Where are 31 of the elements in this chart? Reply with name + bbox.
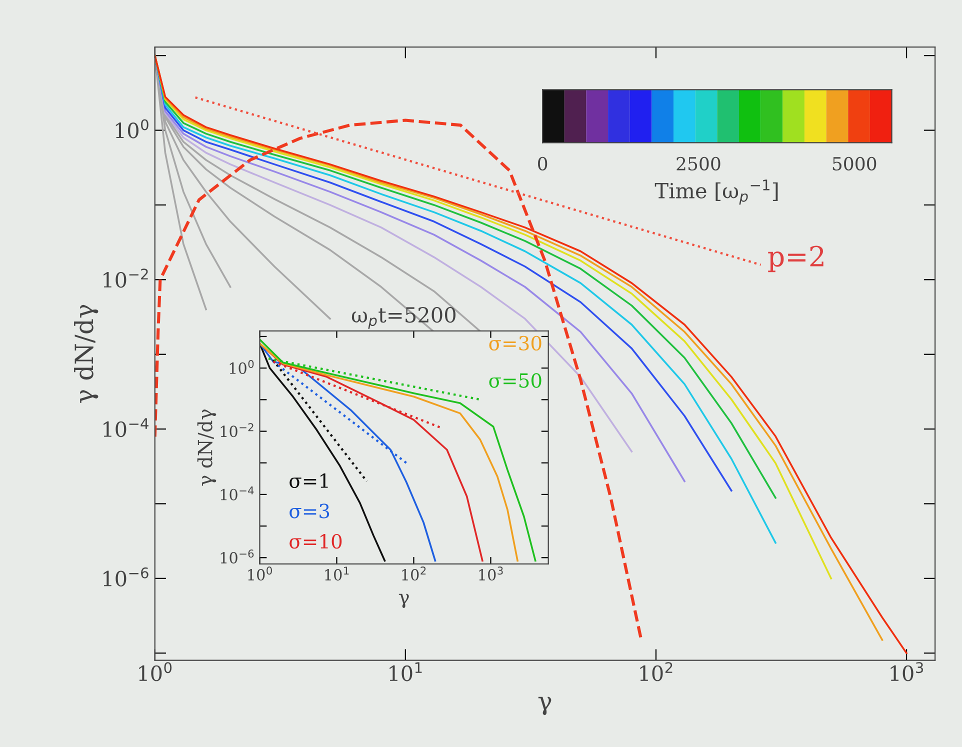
y-axis-title: γ dN/dγ — [74, 304, 98, 403]
x-tick-label: 10$^{3}$ — [479, 566, 503, 581]
x-axis-title: γ — [398, 594, 409, 608]
y-axis-title: γ dN/dγ — [197, 409, 216, 486]
x-tick-label: 10$^{1}$ — [325, 566, 349, 581]
x-tick-label: 10$^{2}$ — [640, 662, 672, 682]
y-tick-label: 10$^{−4}$ — [104, 418, 148, 438]
x-tick-label: 5000 — [832, 156, 876, 171]
y-tick-label: 10$^{−4}$ — [220, 486, 254, 500]
y-tick-label: 10$^{0}$ — [230, 360, 254, 374]
x-tick-label: 2500 — [676, 156, 720, 171]
x-tick-label: 10$^{2}$ — [402, 566, 426, 581]
chart-title: ω$_{p}$t=5200 — [352, 306, 456, 329]
y-tick-label: 10$^{−6}$ — [104, 567, 148, 586]
text: σ=10 — [290, 534, 342, 549]
series-label: σ=50 — [489, 373, 542, 388]
x-tick-label: 10$^{0}$ — [139, 662, 172, 682]
x-tick-label: 10$^{3}$ — [890, 662, 923, 682]
y-tick-label: 10$^{−2}$ — [220, 423, 254, 438]
annotation: p=2 — [768, 246, 824, 272]
text: σ=30 — [489, 336, 542, 351]
x-tick-label: 0 — [538, 156, 548, 171]
x-axis-title: Time [ω$_{p}$$^{−1}$] — [654, 180, 778, 205]
series-label: σ=1 — [290, 473, 328, 488]
y-tick-label: 10$^{−2}$ — [104, 268, 148, 288]
x-axis-title: γ — [538, 696, 552, 716]
y-tick-label: 10$^{−6}$ — [220, 550, 254, 564]
y-tick-label: 10$^{0}$ — [116, 119, 148, 138]
x-tick-label: 10$^{0}$ — [248, 566, 272, 581]
text: σ=3 — [290, 504, 330, 518]
x-tick-label: 10$^{1}$ — [390, 662, 422, 682]
